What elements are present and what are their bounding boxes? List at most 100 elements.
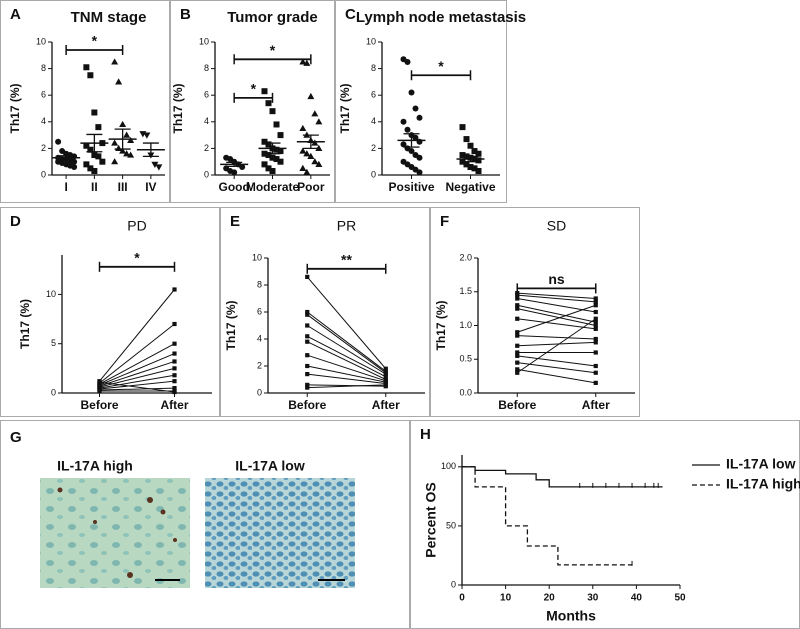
data-point: [83, 142, 90, 149]
data-point: [515, 350, 520, 355]
data-point: [303, 59, 311, 66]
data-point: [593, 340, 598, 345]
data-point: [231, 169, 238, 176]
data-point: [97, 380, 102, 385]
data-point: [463, 136, 470, 143]
y-tick-label: 4: [204, 116, 209, 126]
x-tick-label: Negative: [445, 180, 495, 194]
data-point: [305, 274, 310, 279]
x-tick-label: I: [64, 180, 67, 194]
y-tick-label: 4: [257, 333, 262, 343]
panel-letter: D: [10, 213, 21, 230]
survival-curve: [462, 466, 663, 488]
micrograph: [40, 478, 190, 588]
data-point: [91, 152, 98, 159]
data-point: [299, 164, 307, 171]
x-tick-label: After: [372, 398, 400, 412]
data-point: [123, 150, 131, 157]
data-point: [315, 160, 323, 167]
y-tick-label: 8: [41, 63, 46, 73]
pair-line: [517, 294, 596, 303]
data-point: [261, 88, 268, 95]
y-tick-label: 0.5: [459, 354, 472, 364]
data-point: [305, 334, 310, 339]
y-tick-label: 10: [366, 36, 376, 46]
y-tick-label: 50: [446, 520, 456, 530]
y-axis-label: Th17 (%): [338, 83, 352, 133]
data-point: [123, 131, 131, 138]
y-tick-label: 8: [204, 63, 209, 73]
data-point: [143, 132, 151, 139]
data-point: [261, 161, 268, 168]
y-tick-label: 0: [51, 387, 56, 397]
data-point: [111, 158, 119, 165]
data-point: [87, 72, 94, 79]
data-point: [311, 158, 319, 165]
y-tick-label: 8: [371, 63, 376, 73]
x-tick-label: 30: [587, 593, 599, 604]
data-point: [261, 138, 268, 145]
pair-line: [307, 373, 386, 385]
data-point: [315, 118, 323, 125]
data-point: [265, 152, 272, 159]
data-point: [172, 385, 177, 391]
data-point: [97, 388, 102, 394]
data-point: [239, 164, 246, 171]
data-point: [515, 360, 520, 365]
x-tick-label: After: [160, 398, 188, 412]
data-point: [277, 132, 284, 139]
data-point: [400, 141, 407, 148]
panel-letter: B: [180, 6, 191, 23]
pair-line: [517, 341, 596, 347]
data-point: [593, 380, 598, 385]
data-point: [305, 323, 310, 328]
pair-line: [517, 355, 596, 367]
data-point: [273, 156, 280, 163]
y-tick-label: 10: [36, 36, 46, 46]
x-tick-label: Before: [80, 398, 118, 412]
data-point: [95, 153, 102, 160]
data-point: [87, 146, 94, 153]
data-point: [475, 150, 482, 157]
y-tick-label: 4: [371, 116, 376, 126]
data-point: [404, 126, 411, 133]
data-point: [515, 293, 520, 298]
panel-frame: [430, 207, 640, 417]
y-axis-label: Th17 (%): [224, 300, 238, 350]
chart-title: SD: [547, 218, 566, 234]
data-point: [91, 168, 98, 175]
y-tick-label: 8: [257, 279, 262, 289]
x-axis-label: Months: [546, 608, 596, 624]
chart-title: PR: [337, 218, 356, 234]
pair-line: [307, 341, 386, 380]
data-point: [305, 339, 310, 344]
y-axis-label: Th17 (%): [8, 83, 22, 133]
data-point: [416, 138, 423, 145]
data-point: [307, 152, 315, 159]
image-title: IL-17A high: [57, 458, 133, 474]
pair-line: [306, 276, 387, 370]
data-point: [305, 363, 310, 369]
x-tick-label: Poor: [297, 180, 325, 194]
y-tick-label: 10: [252, 252, 262, 262]
data-point: [515, 303, 520, 308]
chart-title: Tumor grade: [227, 9, 318, 26]
data-point: [463, 161, 470, 168]
data-point: [299, 58, 307, 65]
x-tick-label: Before: [288, 398, 326, 412]
data-point: [305, 309, 310, 315]
data-point: [416, 169, 423, 176]
y-axis-label: Th17 (%): [18, 299, 32, 349]
micrograph: [205, 478, 355, 588]
panel-frame: [335, 0, 507, 203]
data-point: [593, 296, 598, 301]
survival-curve: [462, 466, 633, 566]
y-axis-label: Th17 (%): [171, 83, 185, 133]
panel-letter: C: [345, 6, 356, 23]
pair-line: [99, 387, 175, 391]
y-tick-label: 100: [441, 461, 456, 471]
panel-frame: [410, 420, 800, 629]
data-point: [515, 296, 520, 301]
data-point: [515, 306, 520, 311]
